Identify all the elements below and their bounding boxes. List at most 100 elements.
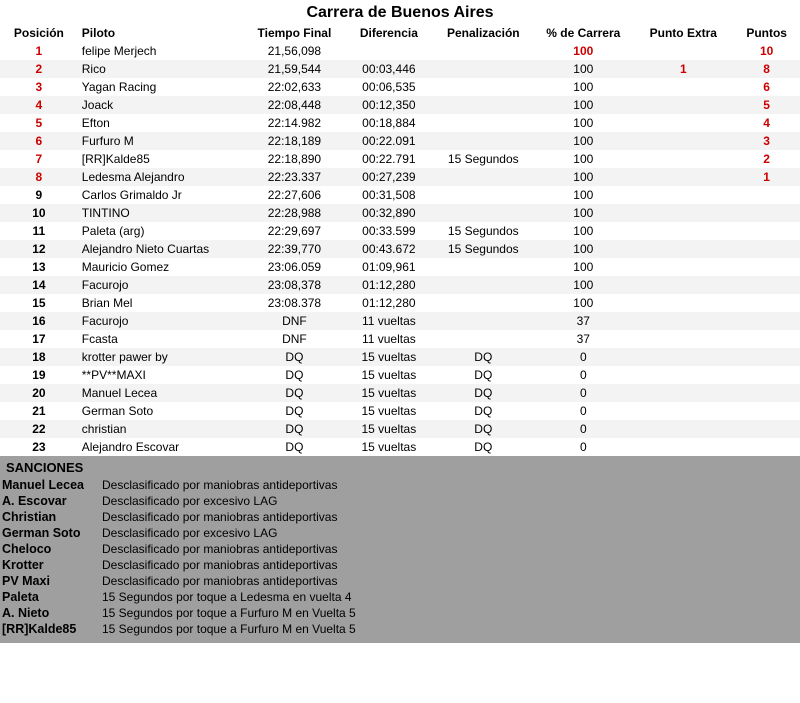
cell: 1 bbox=[633, 60, 733, 78]
cell bbox=[344, 42, 433, 60]
cell: 00:06,535 bbox=[344, 78, 433, 96]
cell: DQ bbox=[244, 384, 344, 402]
cell bbox=[633, 438, 733, 456]
cell: 11 vueltas bbox=[344, 312, 433, 330]
cell bbox=[633, 150, 733, 168]
cell: Rico bbox=[78, 60, 245, 78]
cell: Mauricio Gomez bbox=[78, 258, 245, 276]
cell: 0 bbox=[533, 438, 633, 456]
table-row: 7[RR]Kalde8522:18,89000:22.79115 Segundo… bbox=[0, 150, 800, 168]
cell bbox=[733, 258, 800, 276]
cell: DQ bbox=[433, 402, 533, 420]
table-row: 5Efton22:14.98200:18,8841004 bbox=[0, 114, 800, 132]
sancion-row: PV MaxiDesclasificado por maniobras anti… bbox=[0, 573, 800, 589]
cell bbox=[633, 330, 733, 348]
cell bbox=[733, 366, 800, 384]
cell: DNF bbox=[244, 330, 344, 348]
cell: 01:12,280 bbox=[344, 276, 433, 294]
table-row: 17FcastaDNF11 vueltas37 bbox=[0, 330, 800, 348]
cell: 10 bbox=[0, 204, 78, 222]
sancion-reason: Desclasificado por excesivo LAG bbox=[102, 526, 798, 540]
sancion-row: [RR]Kalde8515 Segundos por toque a Furfu… bbox=[0, 621, 800, 637]
table-row: 16FacurojoDNF11 vueltas37 bbox=[0, 312, 800, 330]
cell: 8 bbox=[0, 168, 78, 186]
cell: DQ bbox=[433, 420, 533, 438]
cell bbox=[633, 276, 733, 294]
cell: 14 bbox=[0, 276, 78, 294]
header-piloto: Piloto bbox=[78, 24, 245, 42]
cell bbox=[633, 402, 733, 420]
cell: 100 bbox=[533, 294, 633, 312]
header-diferencia: Diferencia bbox=[344, 24, 433, 42]
sancion-reason: Desclasificado por maniobras antideporti… bbox=[102, 542, 798, 556]
table-row: 20Manuel LeceaDQ15 vueltasDQ0 bbox=[0, 384, 800, 402]
cell: 21,59,544 bbox=[244, 60, 344, 78]
cell: 0 bbox=[533, 402, 633, 420]
table-row: 1felipe Merjech21,56,09810010 bbox=[0, 42, 800, 60]
cell: 100 bbox=[533, 150, 633, 168]
cell: Efton bbox=[78, 114, 245, 132]
sancion-reason: Desclasificado por maniobras antideporti… bbox=[102, 558, 798, 572]
cell: 23 bbox=[0, 438, 78, 456]
cell bbox=[633, 420, 733, 438]
sanciones-section: SANCIONES Manuel LeceaDesclasificado por… bbox=[0, 456, 800, 643]
cell: 5 bbox=[0, 114, 78, 132]
cell: 4 bbox=[0, 96, 78, 114]
cell: 20 bbox=[0, 384, 78, 402]
cell: Carlos Grimaldo Jr bbox=[78, 186, 245, 204]
cell: 19 bbox=[0, 366, 78, 384]
sancion-name: Paleta bbox=[2, 590, 102, 604]
cell: 7 bbox=[0, 150, 78, 168]
cell: 22:27,606 bbox=[244, 186, 344, 204]
cell: 22:18,890 bbox=[244, 150, 344, 168]
cell: 15 vueltas bbox=[344, 420, 433, 438]
cell bbox=[733, 402, 800, 420]
table-row: 9Carlos Grimaldo Jr22:27,60600:31,508100 bbox=[0, 186, 800, 204]
cell: Facurojo bbox=[78, 276, 245, 294]
cell: DQ bbox=[244, 438, 344, 456]
sancion-name: A. Nieto bbox=[2, 606, 102, 620]
sancion-name: Cheloco bbox=[2, 542, 102, 556]
cell bbox=[633, 96, 733, 114]
cell bbox=[633, 204, 733, 222]
cell: 3 bbox=[733, 132, 800, 150]
cell: 11 bbox=[0, 222, 78, 240]
cell: 100 bbox=[533, 60, 633, 78]
cell: 21,56,098 bbox=[244, 42, 344, 60]
cell bbox=[633, 240, 733, 258]
cell bbox=[733, 330, 800, 348]
cell: 1 bbox=[733, 168, 800, 186]
cell bbox=[433, 60, 533, 78]
sancion-row: A. EscovarDesclasificado por excesivo LA… bbox=[0, 493, 800, 509]
cell bbox=[633, 258, 733, 276]
cell: 17 bbox=[0, 330, 78, 348]
cell: 23:06.059 bbox=[244, 258, 344, 276]
cell: 15 vueltas bbox=[344, 384, 433, 402]
table-row: 12Alejandro Nieto Cuartas22:39,77000:43.… bbox=[0, 240, 800, 258]
cell bbox=[433, 96, 533, 114]
cell: 00:33.599 bbox=[344, 222, 433, 240]
cell bbox=[633, 312, 733, 330]
cell: Fcasta bbox=[78, 330, 245, 348]
cell: 6 bbox=[733, 78, 800, 96]
cell: 100 bbox=[533, 132, 633, 150]
table-row: 23Alejandro EscovarDQ15 vueltasDQ0 bbox=[0, 438, 800, 456]
sancion-name: [RR]Kalde85 bbox=[2, 622, 102, 636]
header-pos: Posición bbox=[0, 24, 78, 42]
cell bbox=[433, 168, 533, 186]
sancion-reason: 15 Segundos por toque a Furfuro M en Vue… bbox=[102, 606, 798, 620]
cell bbox=[733, 420, 800, 438]
cell bbox=[433, 258, 533, 276]
cell: 0 bbox=[533, 420, 633, 438]
cell: DQ bbox=[433, 348, 533, 366]
cell: 00:18,884 bbox=[344, 114, 433, 132]
cell: 00:22.791 bbox=[344, 150, 433, 168]
cell: Alejandro Nieto Cuartas bbox=[78, 240, 245, 258]
results-table: Posición Piloto Tiempo Final Diferencia … bbox=[0, 24, 800, 456]
cell: 22:08,448 bbox=[244, 96, 344, 114]
race-title: Carrera de Buenos Aires bbox=[0, 0, 800, 24]
cell: 15 bbox=[0, 294, 78, 312]
cell: 100 bbox=[533, 276, 633, 294]
cell bbox=[633, 384, 733, 402]
cell: DNF bbox=[244, 312, 344, 330]
